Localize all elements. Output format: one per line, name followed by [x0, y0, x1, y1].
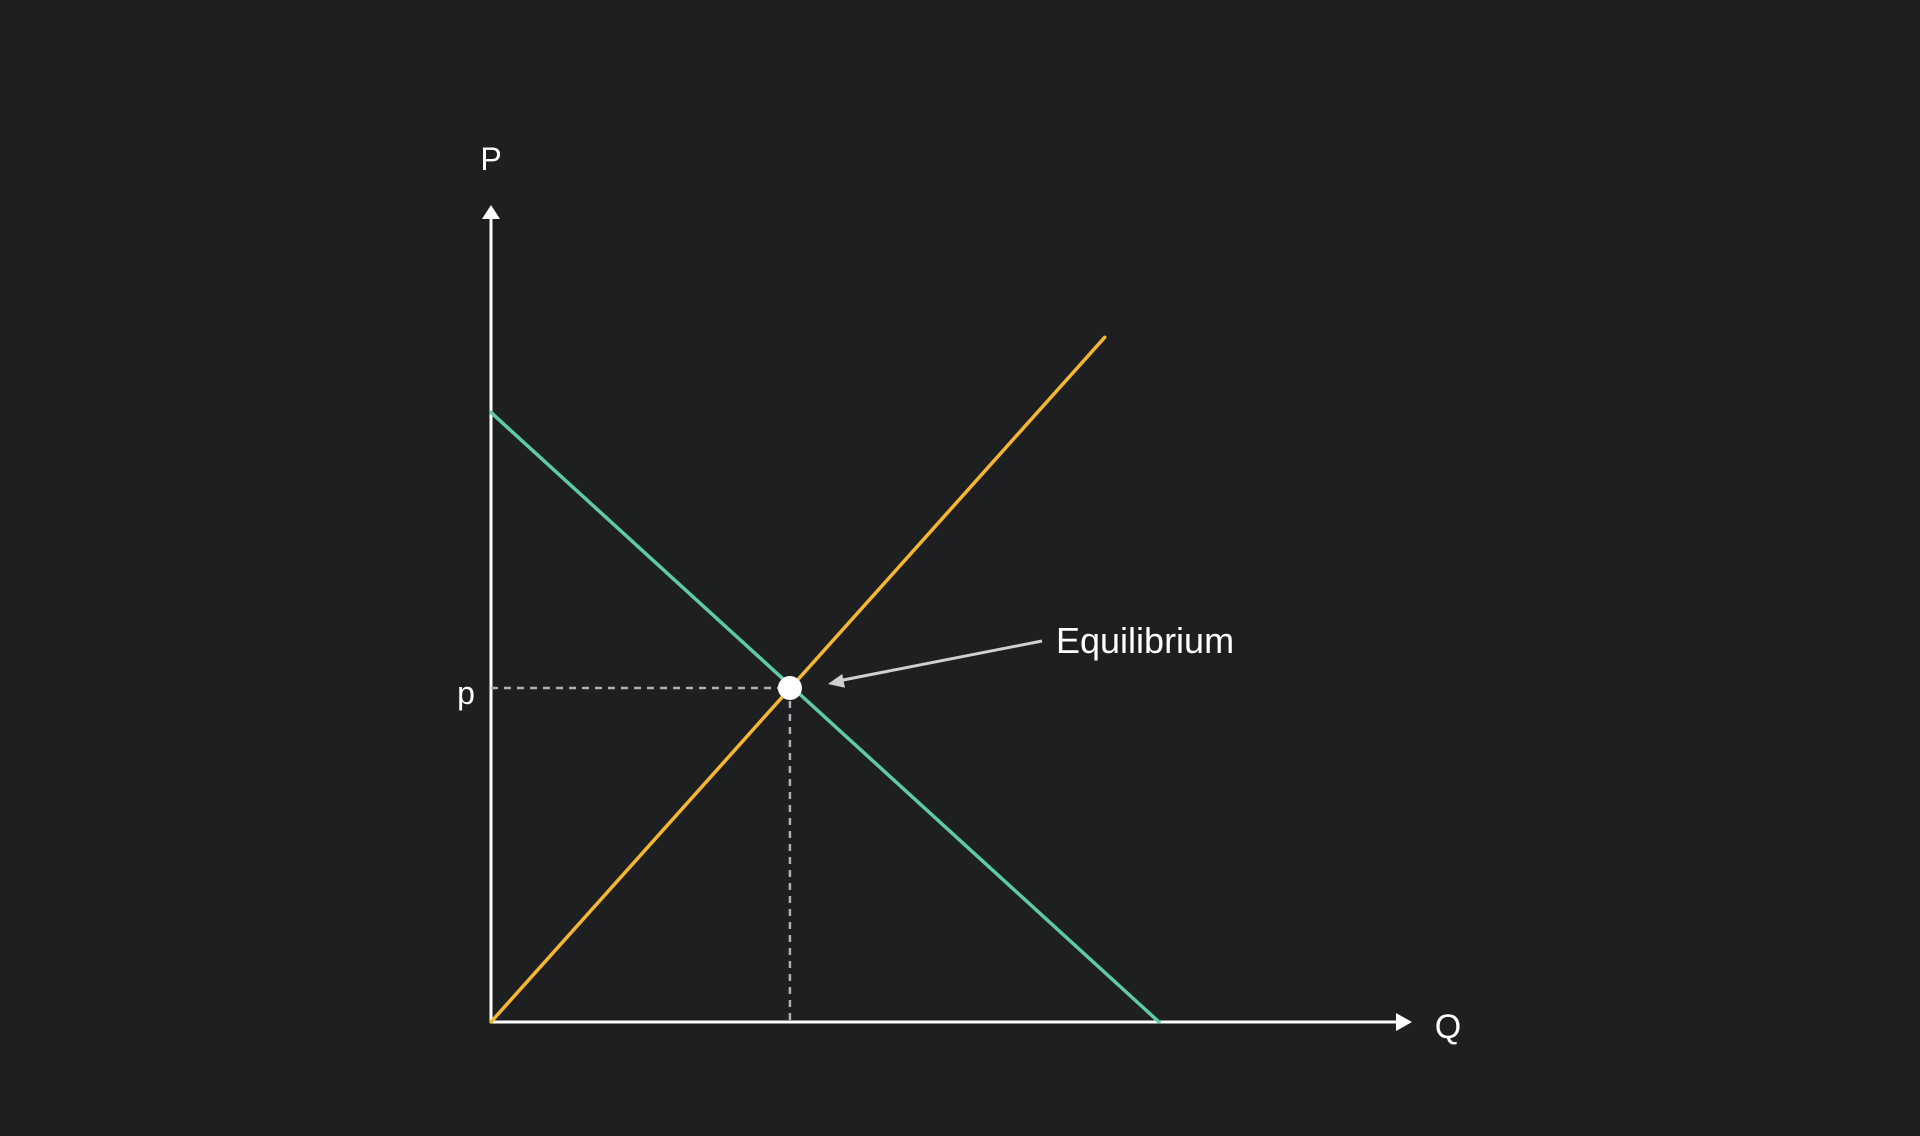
- y-axis-arrowhead: [482, 205, 500, 219]
- equilibrium-annotation: Equilibrium: [1056, 620, 1234, 661]
- annotation-arrowhead: [827, 673, 845, 688]
- demand-curve: [489, 410, 1161, 1024]
- y-axis-label: P: [480, 141, 501, 177]
- x-axis-arrowhead: [1396, 1013, 1412, 1031]
- price-tick-label: p: [457, 675, 475, 711]
- annotation-arrow: [837, 639, 1043, 683]
- equilibrium-point: [777, 676, 802, 700]
- x-axis-label: Q: [1435, 1008, 1461, 1046]
